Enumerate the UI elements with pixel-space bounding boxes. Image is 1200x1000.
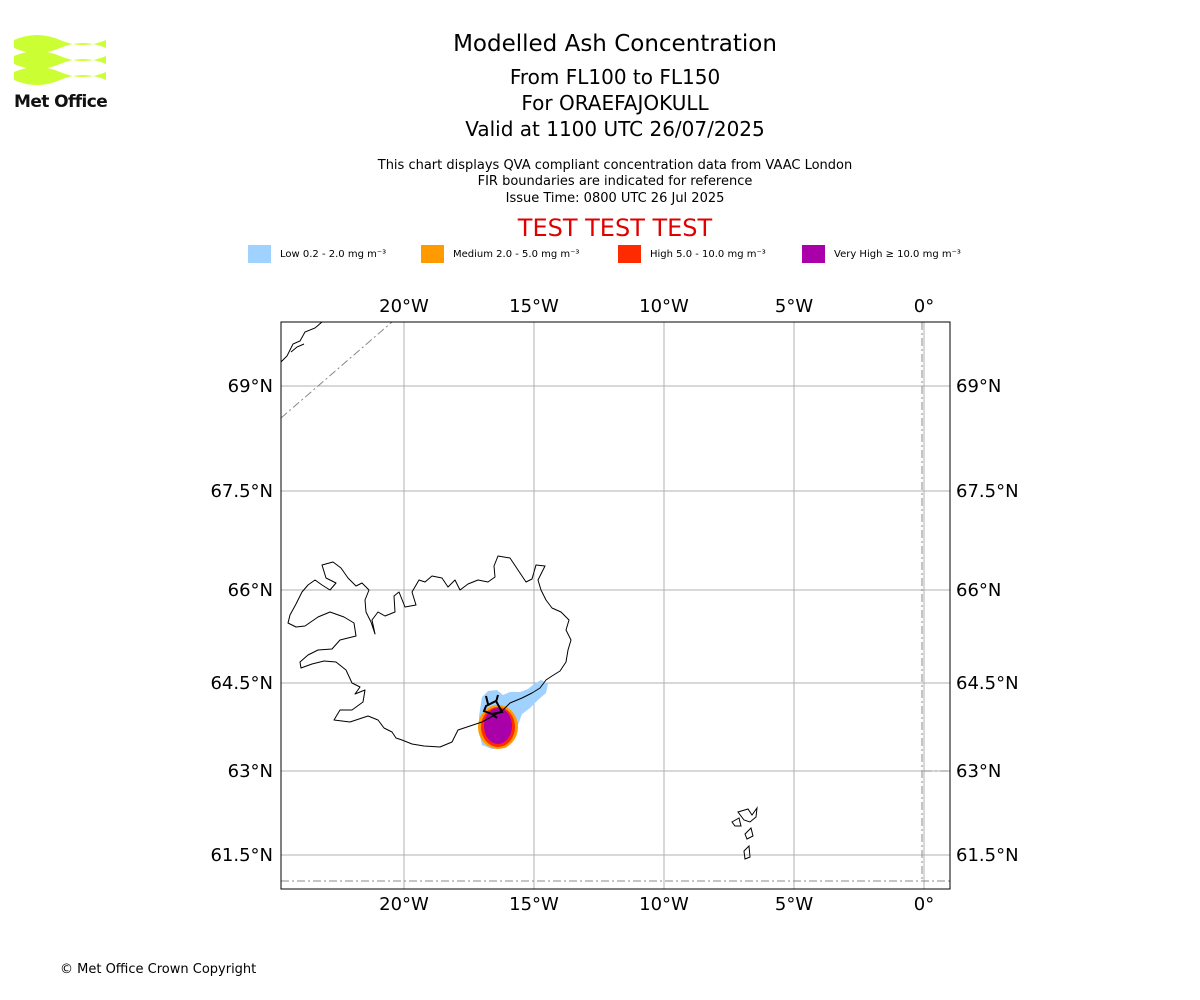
test-watermark: TEST TEST TEST <box>517 214 713 242</box>
graticule <box>281 322 950 889</box>
lat-label-right-63n: 63°N <box>956 761 1001 782</box>
lat-label-left-61-5n: 61.5°N <box>210 845 273 866</box>
map-frame <box>280 321 951 890</box>
lat-label-right-66n: 66°N <box>956 580 1001 601</box>
legend-label-low: Low 0.2 - 2.0 mg m⁻³ <box>280 248 387 260</box>
legend-swatch-high <box>618 245 641 263</box>
lon-label-bottom-20w: 20°W <box>379 894 429 915</box>
legend-label-medium: Medium 2.0 - 5.0 mg m⁻³ <box>453 248 580 260</box>
lat-label-left-66n: 66°N <box>228 580 273 601</box>
lat-label-right-67-5n: 67.5°N <box>956 481 1019 502</box>
chart-title: Modelled Ash Concentration <box>453 31 777 57</box>
volcano-name: For ORAEFAJOKULL <box>521 91 709 115</box>
fir-note: FIR boundaries are indicated for referen… <box>477 174 753 189</box>
lon-label-top-5w: 5°W <box>775 296 813 317</box>
iceland-coastline <box>287 555 572 748</box>
met-office-logo <box>14 35 106 85</box>
legend-label-high: High 5.0 - 10.0 mg m⁻³ <box>650 248 766 260</box>
lat-label-right-69n: 69°N <box>956 376 1001 397</box>
lon-label-bottom-10w: 10°W <box>639 894 689 915</box>
logo-text: Met Office <box>14 92 108 112</box>
issue-time: Issue Time: 0800 UTC 26 Jul 2025 <box>505 191 725 206</box>
legend-item-medium: Medium 2.0 - 5.0 mg m⁻³ <box>421 245 579 263</box>
lon-label-top-15w: 15°W <box>509 296 559 317</box>
flight-level-range: From FL100 to FL150 <box>509 65 721 89</box>
volcano-marker <box>482 694 504 719</box>
legend-item-very-high: Very High ≥ 10.0 mg m⁻³ <box>802 245 961 263</box>
greenland-coastline <box>281 322 323 363</box>
lat-label-right-61-5n: 61.5°N <box>956 845 1019 866</box>
lon-label-bottom-5w: 5°W <box>775 894 813 915</box>
legend-item-low: Low 0.2 - 2.0 mg m⁻³ <box>248 245 386 263</box>
lat-label-right-64-5n: 64.5°N <box>956 673 1019 694</box>
ash-plume <box>478 680 548 749</box>
lon-label-top-0: 0° <box>914 296 934 317</box>
lon-label-bottom-0: 0° <box>914 894 934 915</box>
faroe-islands <box>731 806 758 860</box>
lat-label-left-63n: 63°N <box>228 761 273 782</box>
copyright-notice: © Met Office Crown Copyright <box>60 962 257 977</box>
qva-note: This chart displays QVA compliant concen… <box>377 158 853 173</box>
valid-time: Valid at 1100 UTC 26/07/2025 <box>465 117 765 141</box>
fir-boundaries <box>281 322 950 882</box>
legend-swatch-low <box>248 245 271 263</box>
lon-label-bottom-15w: 15°W <box>509 894 559 915</box>
legend-label-very-high: Very High ≥ 10.0 mg m⁻³ <box>834 248 961 260</box>
legend-swatch-medium <box>421 245 444 263</box>
lat-label-left-64-5n: 64.5°N <box>210 673 273 694</box>
lon-label-top-20w: 20°W <box>379 296 429 317</box>
lat-label-left-67-5n: 67.5°N <box>210 481 273 502</box>
lat-label-left-69n: 69°N <box>228 376 273 397</box>
lon-label-top-10w: 10°W <box>639 296 689 317</box>
legend-item-high: High 5.0 - 10.0 mg m⁻³ <box>618 245 766 263</box>
legend-swatch-very-high <box>802 245 825 263</box>
